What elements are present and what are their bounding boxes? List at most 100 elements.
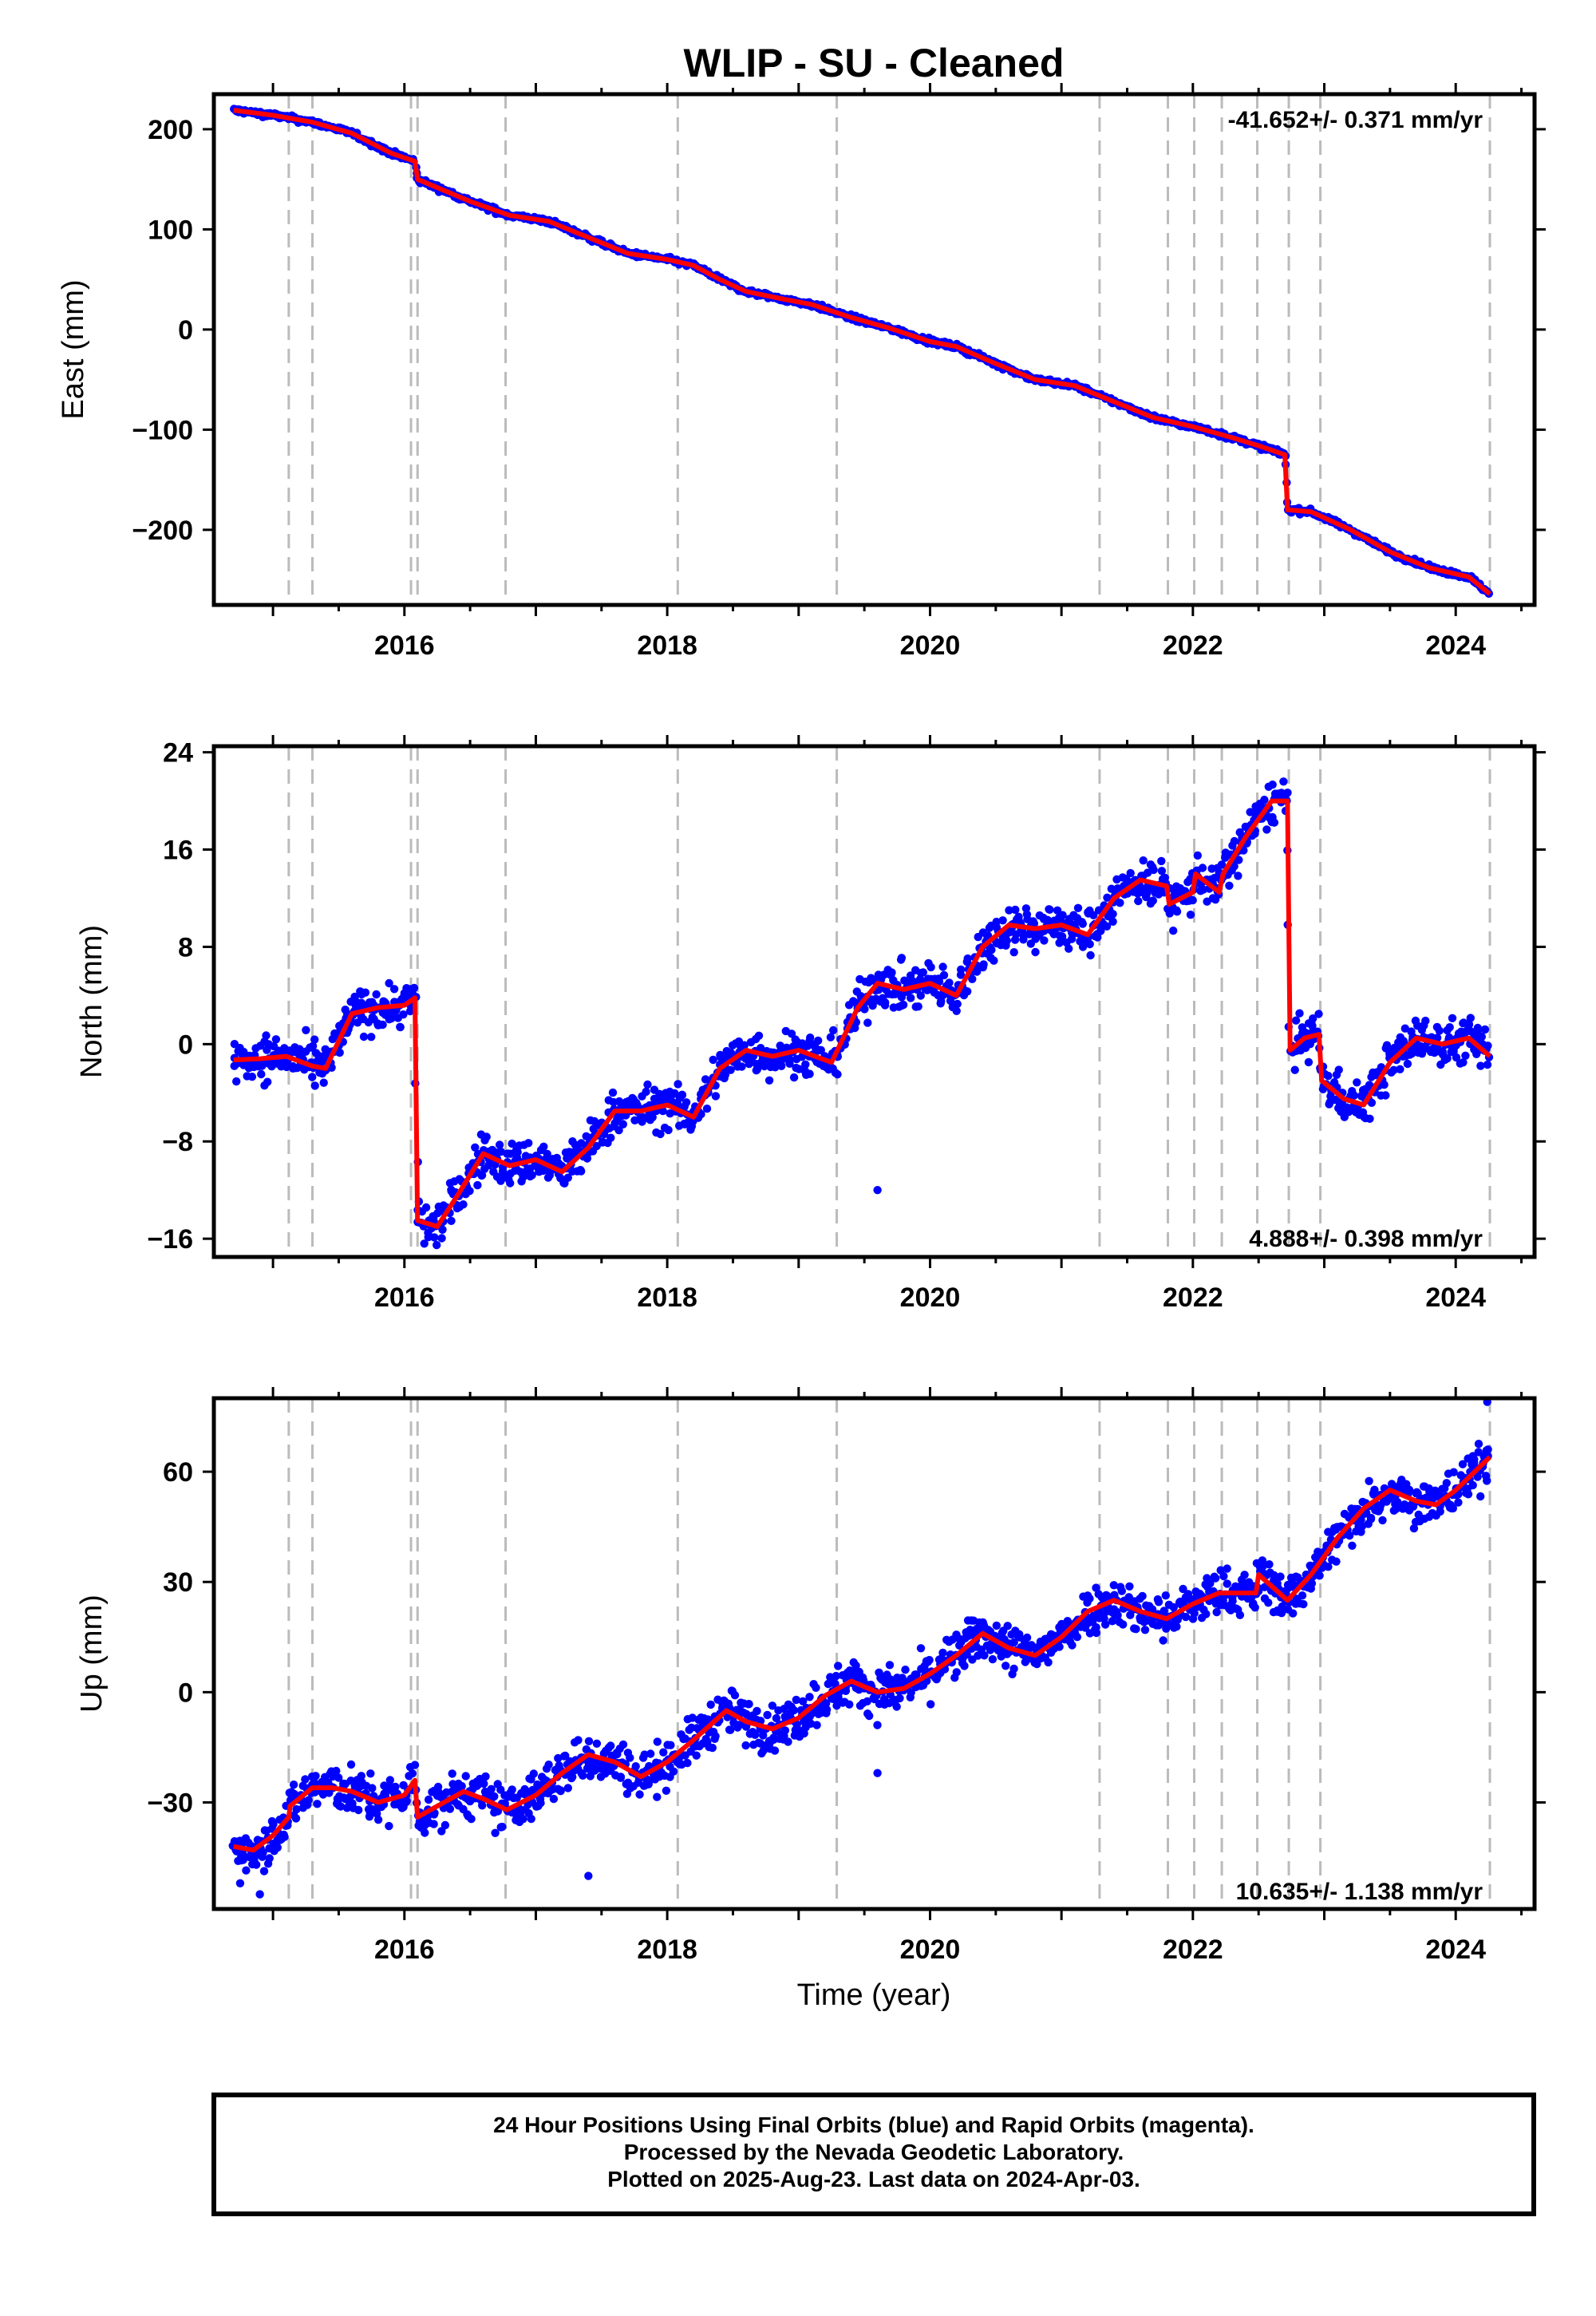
north-data-point	[482, 1132, 491, 1141]
up-data-point	[1277, 1609, 1286, 1618]
north-data-point	[1400, 1024, 1410, 1033]
north-x-tick-label: 2018	[637, 1282, 697, 1313]
up-data-point	[1223, 1564, 1231, 1573]
north-data-point	[421, 1203, 431, 1212]
north-data-point	[1040, 936, 1049, 945]
up-data-point	[1022, 1633, 1032, 1642]
north-data-point	[664, 1125, 673, 1135]
north-data-point	[726, 1065, 735, 1074]
up-y-label: Up (mm)	[75, 1595, 109, 1713]
up-data-point	[498, 1822, 507, 1832]
up-data-point	[662, 1786, 671, 1795]
up-data-point	[508, 1785, 516, 1794]
north-data-point	[1283, 788, 1292, 797]
up-data-point	[433, 1782, 443, 1792]
north-data-point	[968, 974, 977, 984]
north-data-point	[387, 1014, 396, 1023]
up-data-point	[1464, 1490, 1473, 1499]
east-x-tick-label: 2020	[900, 630, 961, 661]
north-data-point	[934, 977, 944, 986]
up-data-point	[265, 1854, 274, 1863]
east-x-axis: 2016 2018 2020 2022 2024	[271, 83, 1523, 661]
north-data-point	[899, 1000, 908, 1010]
north-data-point	[465, 1187, 474, 1196]
north-data-point	[1078, 943, 1088, 951]
north-data-point	[1403, 1059, 1412, 1069]
north-data-point	[1157, 867, 1167, 875]
up-data-point	[311, 1772, 320, 1780]
up-x-axis: 2016 2018 2020 2022 2024	[271, 1387, 1523, 1965]
up-data-point	[659, 1748, 668, 1757]
north-data-point	[1009, 948, 1018, 957]
north-data-point	[1188, 895, 1197, 905]
east-y-label: East (mm)	[57, 279, 90, 419]
up-data-point	[1109, 1581, 1119, 1590]
up-data-point	[592, 1739, 602, 1748]
north-data-point	[1011, 905, 1020, 915]
up-data-point	[1159, 1636, 1167, 1645]
north-data-point	[1466, 1014, 1476, 1022]
up-data-point	[851, 1661, 860, 1670]
up-data-point	[1159, 1607, 1168, 1615]
north-data-point	[433, 1240, 441, 1250]
up-data-point	[1345, 1531, 1354, 1540]
north-data-point	[1078, 919, 1088, 928]
north-data-point	[1157, 856, 1166, 866]
up-data-point	[822, 1705, 832, 1714]
up-data-point	[1366, 1513, 1376, 1523]
up-data-point	[1307, 1579, 1317, 1588]
footer-note: 24 Hour Positions Using Final Orbits (bl…	[211, 2093, 1536, 2216]
north-data-point	[805, 1069, 814, 1078]
up-data-point	[1190, 1609, 1199, 1618]
north-data-point	[1073, 903, 1083, 913]
up-data-point	[1299, 1599, 1308, 1609]
north-data-point	[1086, 951, 1095, 960]
north-data-point	[1089, 911, 1098, 920]
up-data-point	[1113, 1611, 1122, 1620]
north-data-point	[1149, 865, 1158, 875]
north-data-point	[1464, 1020, 1474, 1029]
up-outlier-point	[235, 1879, 245, 1887]
north-x-tick-label: 2024	[1425, 1282, 1486, 1313]
north-x-axis: 2016 2018 2020 2022 2024	[271, 735, 1523, 1313]
east-y-tick-label: 200	[148, 115, 193, 145]
up-data-point	[1404, 1485, 1414, 1495]
up-data-point	[568, 1773, 577, 1781]
up-data-point	[916, 1644, 926, 1653]
north-data-point	[471, 1143, 480, 1152]
north-data-point	[716, 1050, 725, 1060]
north-data-point	[764, 1076, 774, 1085]
north-data-point	[438, 1225, 447, 1235]
east-panel: 200 100 0 −100 −200 2016 2018 2020 2022 2024 Eas…	[57, 83, 1546, 661]
up-data-point	[730, 1691, 740, 1700]
north-data-point	[396, 1022, 405, 1032]
up-data-point	[1125, 1582, 1134, 1591]
north-data-point	[389, 985, 399, 994]
north-data-point	[992, 917, 1001, 927]
east-y-tick-label: 0	[178, 315, 193, 346]
up-data-point	[669, 1767, 678, 1776]
up-data-point	[1449, 1468, 1458, 1476]
up-data-point	[831, 1679, 839, 1688]
up-data-point	[549, 1794, 559, 1804]
north-data-point	[1198, 864, 1207, 872]
up-data-point	[1212, 1607, 1221, 1617]
up-outlier-point	[255, 1890, 264, 1899]
north-data-point	[979, 960, 988, 969]
north-data-point	[614, 1126, 623, 1135]
up-data-point	[805, 1693, 814, 1701]
up-data-point	[666, 1741, 675, 1749]
north-data-point	[806, 1034, 815, 1042]
up-data-point	[1270, 1571, 1278, 1580]
north-data-point	[1217, 860, 1227, 869]
up-data-point	[1228, 1597, 1237, 1606]
chart-title: WLIP - SU - Cleaned	[684, 41, 1065, 85]
north-data-point	[785, 1055, 794, 1064]
north-data-point	[973, 967, 982, 976]
up-data-point	[708, 1743, 717, 1753]
up-data-point	[252, 1860, 261, 1869]
east-x-tick-label: 2016	[374, 630, 435, 661]
up-data-point	[799, 1697, 808, 1705]
up-data-point	[1009, 1664, 1018, 1674]
up-data-point	[1044, 1658, 1053, 1667]
